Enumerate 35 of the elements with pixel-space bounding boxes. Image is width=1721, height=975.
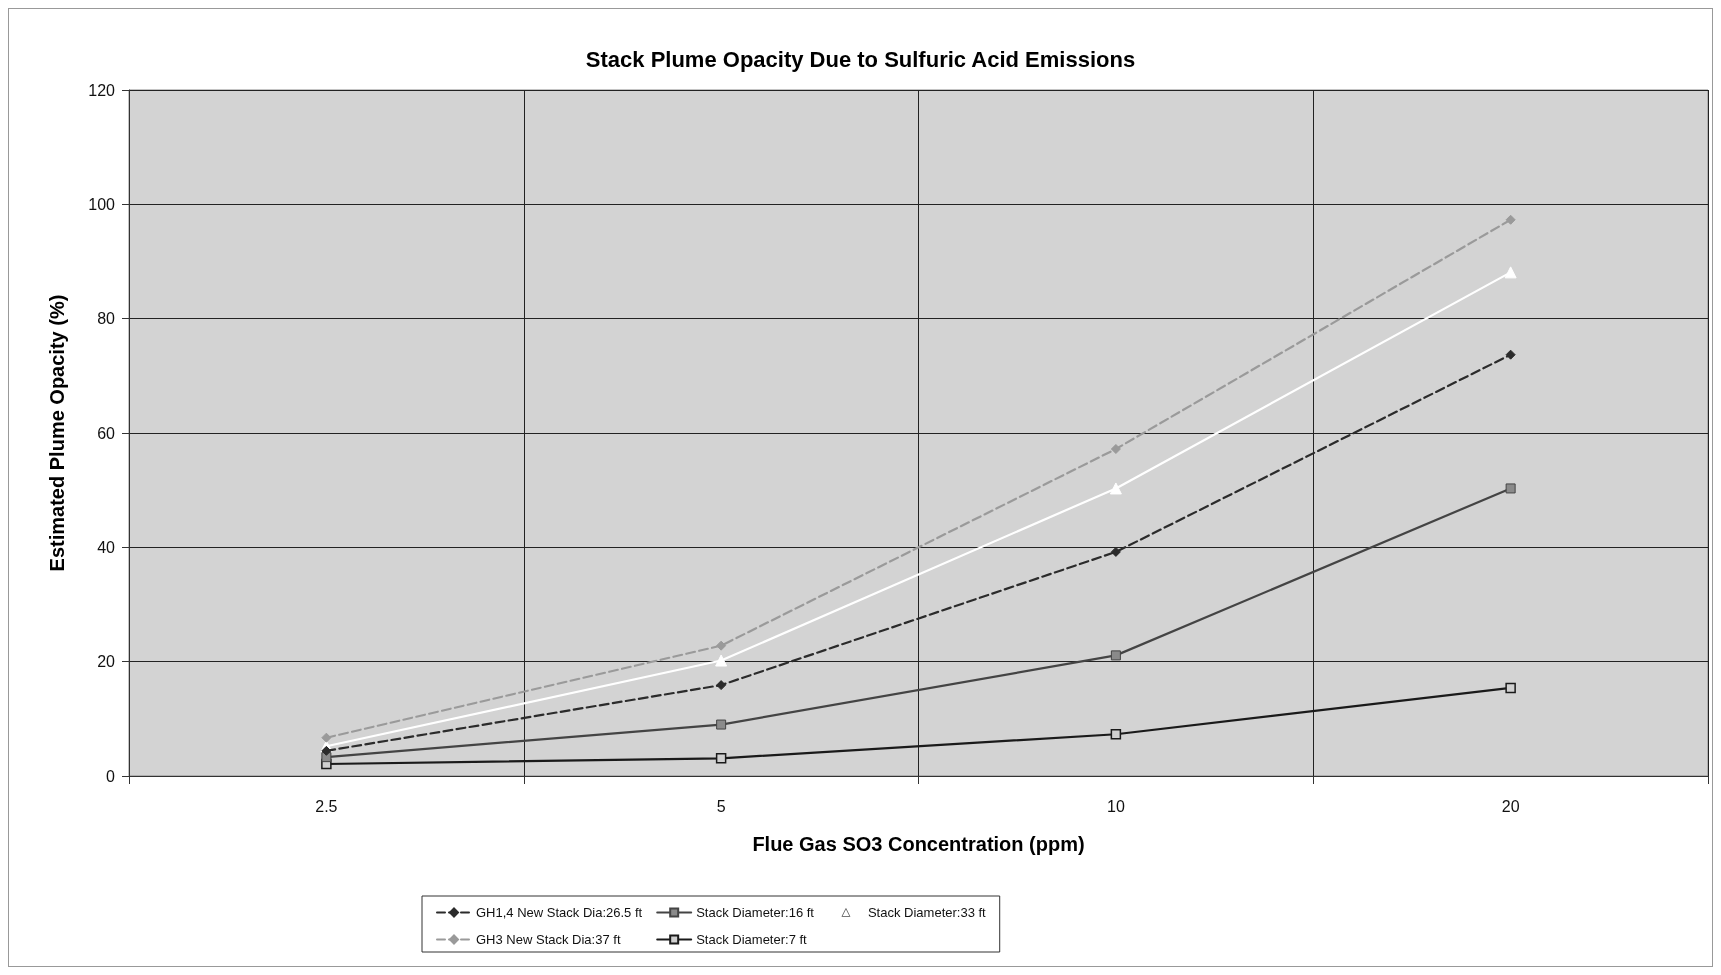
legend-label: GH3 New Stack Dia:37 ft — [476, 932, 621, 947]
x-tick-label: 10 — [1106, 797, 1125, 815]
point — [1109, 482, 1122, 495]
y-tick-label: 60 — [97, 424, 116, 442]
y-tick-label: 0 — [106, 767, 116, 785]
x-tick-label: 5 — [716, 797, 726, 815]
legend-label: GH1,4 New Stack Dia:26.5 ft — [476, 905, 643, 920]
point — [1504, 266, 1517, 279]
point — [1505, 214, 1516, 225]
y-tick-label: 120 — [88, 81, 116, 99]
legend-label: Stack Diameter:16 ft — [696, 905, 815, 920]
y-axis-title: Estimated Plume Opacity (%) — [46, 294, 68, 572]
point — [321, 732, 332, 743]
point — [1110, 444, 1121, 455]
point — [1110, 729, 1122, 740]
point — [1505, 682, 1516, 694]
x-tick-label: 2.5 — [315, 797, 338, 815]
point — [1110, 650, 1121, 661]
legend-label: Stack Diameter:7 ft — [696, 932, 808, 947]
chart-title: Stack Plume Opacity Due to Sulfuric Acid Emissions — [585, 46, 1136, 72]
x-tick-label: 20 — [1501, 797, 1520, 815]
point — [1505, 349, 1516, 360]
point — [321, 745, 332, 756]
y-tick-label: 100 — [88, 195, 116, 213]
point — [715, 753, 727, 764]
legend-label: Stack Diameter:33 ft — [867, 905, 987, 920]
y-tick-label: 80 — [97, 310, 116, 328]
point — [716, 719, 727, 730]
point — [716, 680, 727, 691]
x-axis-title: Flue Gas SO3 Concentration (ppm) — [752, 833, 1085, 855]
point — [715, 654, 728, 667]
point — [716, 640, 727, 651]
y-tick-label: 20 — [97, 653, 116, 671]
y-tick-label: 40 — [97, 538, 116, 556]
point — [1505, 483, 1516, 494]
